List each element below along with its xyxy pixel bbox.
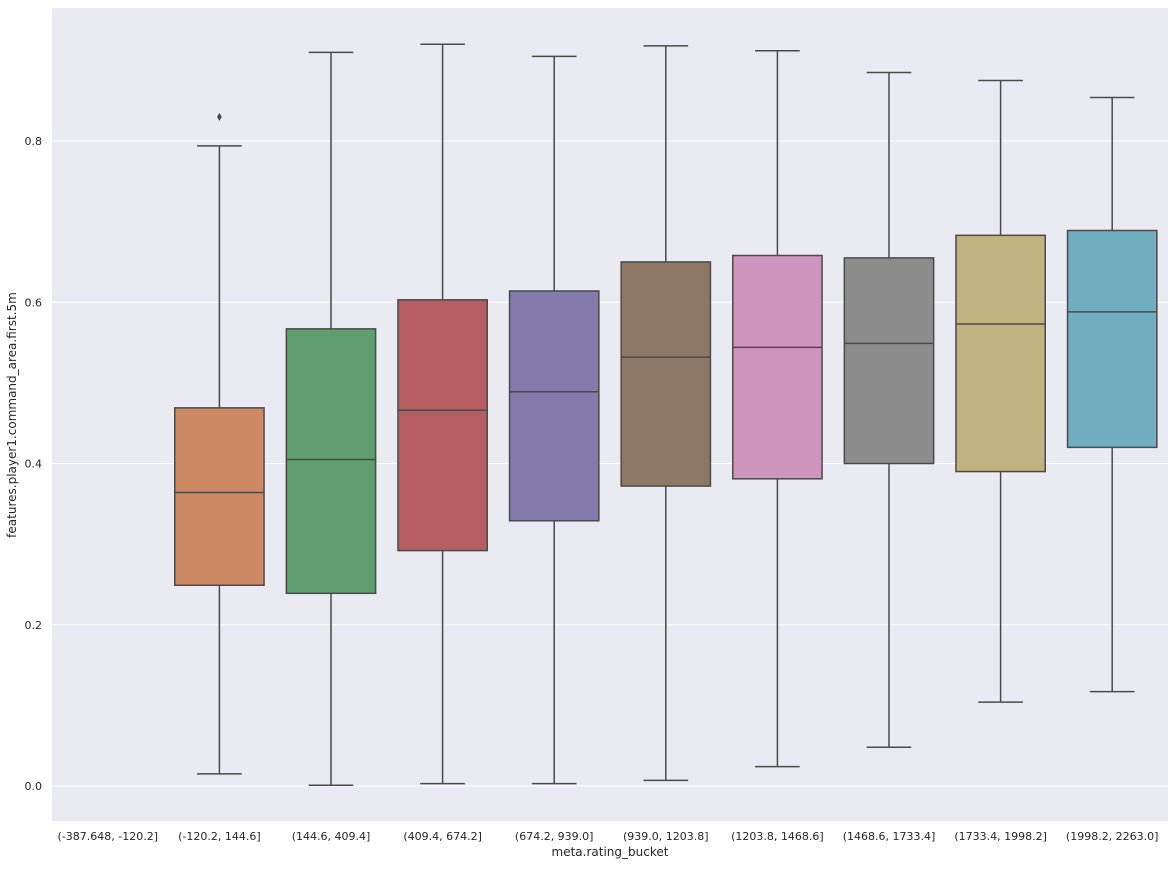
x-tick-label: (1733.4, 1998.2] [954, 830, 1047, 843]
box-iqr [1066, 229, 1158, 449]
y-tick-label: 0.8 [25, 135, 43, 148]
y-axis-label: features.player1.command_area.first.5m [5, 292, 19, 538]
x-tick-label: (939.0, 1203.8] [623, 830, 709, 843]
box-iqr [955, 234, 1046, 473]
box-group [508, 55, 600, 785]
x-tick-label: (-120.2, 144.6] [178, 830, 261, 843]
box-iqr [285, 328, 377, 595]
x-axis-label: meta.rating_bucket [552, 845, 669, 859]
box-group [732, 49, 823, 768]
box-iqr [397, 299, 488, 552]
box-iqr [620, 261, 712, 487]
box-group [397, 43, 488, 785]
x-tick-label: (1203.8, 1468.6] [731, 830, 824, 843]
x-tick-label: (1468.6, 1733.4] [843, 830, 936, 843]
x-tick-label: (674.2, 939.0] [515, 830, 594, 843]
box-group [843, 71, 935, 749]
x-tick-label: (409.4, 674.2] [403, 830, 482, 843]
y-tick-label: 0.0 [25, 780, 43, 793]
box-group [174, 112, 265, 775]
outlier-point [217, 112, 222, 121]
box-iqr [508, 290, 600, 522]
box-group [285, 51, 377, 786]
box-iqr [843, 257, 935, 465]
y-tick-label: 0.2 [25, 619, 43, 632]
y-tick-label: 0.6 [25, 296, 43, 309]
box-iqr [732, 254, 823, 480]
box-group [620, 45, 712, 782]
boxes [174, 43, 1158, 786]
x-tick-label: (-387.648, -120.2] [58, 830, 159, 843]
x-tick-label: (1998.2, 2263.0] [1066, 830, 1159, 843]
box-group [1066, 96, 1158, 693]
box-group [955, 79, 1046, 703]
y-tick-labels: 0.0 0.2 0.4 0.6 0.8 [25, 135, 43, 793]
y-tick-label: 0.4 [25, 458, 43, 471]
x-tick-labels: (-387.648, -120.2] (-120.2, 144.6] (144.6,… [58, 830, 1159, 843]
box-iqr [174, 407, 265, 586]
x-tick-label: (144.6, 409.4] [292, 830, 371, 843]
